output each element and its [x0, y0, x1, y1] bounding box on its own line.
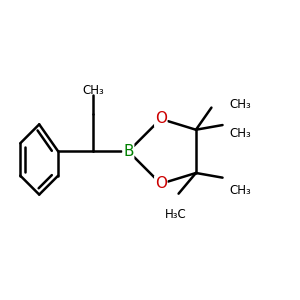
Text: CH₃: CH₃: [230, 127, 251, 140]
Text: H₃C: H₃C: [165, 208, 187, 221]
Text: B: B: [123, 144, 134, 159]
Text: O: O: [155, 176, 167, 191]
Text: CH₃: CH₃: [230, 98, 251, 111]
Text: O: O: [155, 111, 167, 126]
Text: CH₃: CH₃: [82, 84, 104, 97]
Text: CH₃: CH₃: [230, 184, 251, 197]
